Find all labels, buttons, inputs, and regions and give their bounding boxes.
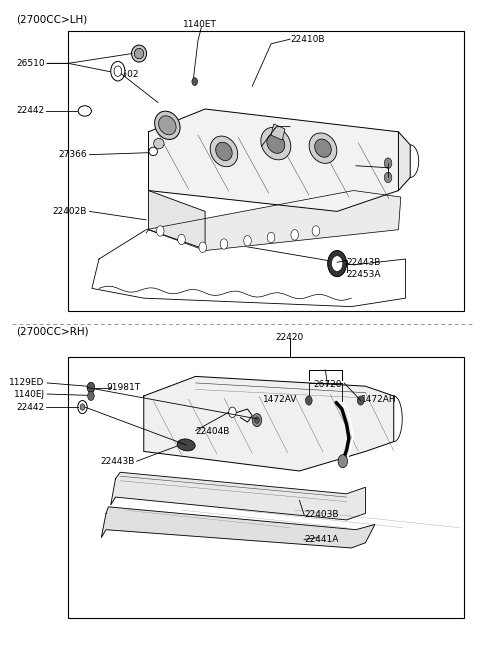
Ellipse shape [132, 45, 146, 62]
Text: 22410B: 22410B [290, 35, 324, 44]
Text: (2700CC>RH): (2700CC>RH) [16, 326, 89, 337]
Circle shape [358, 396, 364, 405]
Circle shape [220, 239, 228, 250]
Text: 26510: 26510 [16, 59, 45, 68]
Polygon shape [148, 191, 205, 250]
Text: 22441A: 22441A [304, 535, 338, 544]
Polygon shape [111, 472, 365, 520]
Circle shape [384, 158, 392, 168]
Circle shape [80, 404, 85, 410]
Ellipse shape [261, 127, 291, 160]
Polygon shape [144, 377, 394, 471]
Ellipse shape [158, 116, 176, 135]
Text: 1153CH: 1153CH [290, 122, 326, 131]
Text: 22420: 22420 [276, 333, 304, 342]
Circle shape [252, 413, 262, 426]
Ellipse shape [210, 136, 238, 167]
Circle shape [338, 455, 348, 468]
Ellipse shape [78, 105, 91, 116]
Text: 1472AV: 1472AV [263, 395, 297, 403]
Bar [68, 357, 465, 618]
Text: 1140ET: 1140ET [183, 20, 217, 29]
Circle shape [254, 417, 259, 423]
Circle shape [88, 392, 94, 401]
Circle shape [156, 226, 164, 236]
Ellipse shape [267, 134, 285, 153]
Ellipse shape [309, 133, 337, 163]
Text: 22442: 22442 [17, 107, 45, 115]
Bar [271, 124, 285, 140]
Text: 26740: 26740 [356, 163, 384, 172]
Text: 22453A: 22453A [347, 270, 381, 279]
Ellipse shape [315, 139, 331, 157]
Text: 22404B: 22404B [196, 427, 230, 436]
Circle shape [111, 62, 125, 81]
Circle shape [306, 396, 312, 405]
Ellipse shape [149, 147, 157, 156]
Text: 22402B: 22402B [53, 207, 87, 216]
Circle shape [192, 78, 198, 86]
Text: 91981T: 91981T [106, 383, 140, 392]
Circle shape [384, 172, 392, 183]
Text: 26502: 26502 [111, 70, 139, 79]
Text: 22403B: 22403B [304, 510, 338, 519]
Circle shape [114, 66, 121, 77]
Circle shape [332, 255, 343, 271]
Circle shape [291, 230, 299, 240]
Ellipse shape [154, 138, 164, 149]
Ellipse shape [155, 111, 180, 140]
Ellipse shape [177, 439, 195, 451]
Bar [68, 31, 465, 311]
Ellipse shape [216, 142, 232, 160]
Circle shape [312, 226, 320, 236]
Circle shape [267, 233, 275, 243]
Text: 22443B: 22443B [100, 457, 134, 466]
Text: (2700CC>LH): (2700CC>LH) [16, 14, 88, 25]
Circle shape [228, 407, 236, 417]
Circle shape [328, 251, 347, 276]
Circle shape [178, 234, 185, 245]
Circle shape [78, 401, 87, 413]
Polygon shape [146, 191, 401, 251]
Polygon shape [148, 109, 398, 212]
Polygon shape [101, 507, 375, 548]
Circle shape [87, 383, 95, 393]
Polygon shape [92, 230, 406, 307]
Text: 22442: 22442 [17, 403, 45, 411]
Text: 26720: 26720 [313, 381, 342, 389]
Circle shape [244, 236, 252, 246]
Polygon shape [398, 132, 410, 191]
Text: 1140EJ: 1140EJ [13, 390, 45, 398]
Text: 22443B: 22443B [347, 258, 381, 267]
Text: 27366: 27366 [59, 150, 87, 159]
Text: 1472AH: 1472AH [360, 395, 396, 403]
Text: 1129ED: 1129ED [9, 379, 45, 388]
Circle shape [199, 242, 206, 252]
Ellipse shape [134, 48, 144, 59]
